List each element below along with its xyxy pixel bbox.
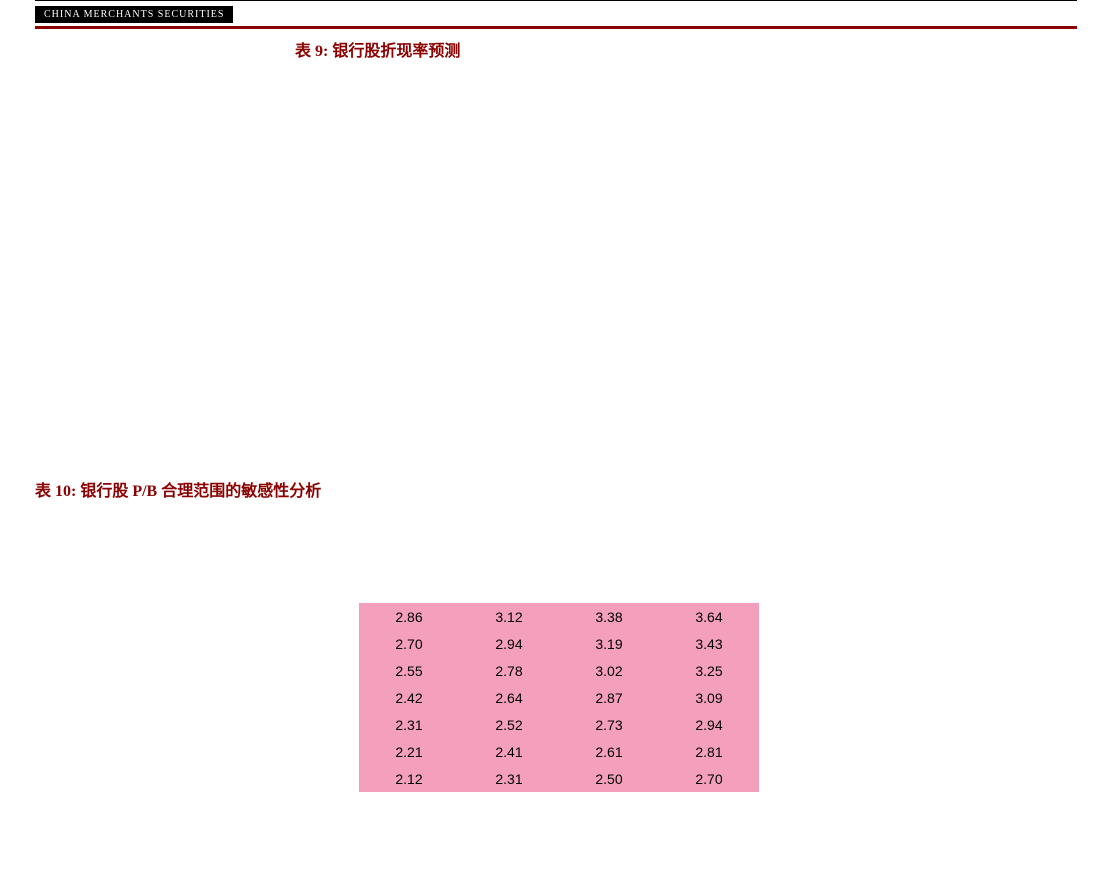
table-cell: 3.38: [559, 603, 659, 630]
table-cell: 2.70: [659, 765, 759, 792]
bottom-spacer: [35, 792, 1077, 857]
table-cell: 3.09: [659, 684, 759, 711]
table-cell: 2.70: [359, 630, 459, 657]
table-cell: 3.12: [459, 603, 559, 630]
table-cell: 2.12: [359, 765, 459, 792]
table9-title: 表 9: 银行股折现率预测: [295, 37, 1077, 61]
table-row: 2.552.783.023.25: [359, 657, 759, 684]
header-bar: CHINA MERCHANTS SECURITIES: [35, 0, 1077, 29]
table-cell: 2.41: [459, 738, 559, 765]
table-cell: 2.81: [659, 738, 759, 765]
table-cell: 2.42: [359, 684, 459, 711]
table-cell: 2.78: [459, 657, 559, 684]
table-cell: 2.94: [459, 630, 559, 657]
table-row: 2.422.642.873.09: [359, 684, 759, 711]
table-cell: 3.25: [659, 657, 759, 684]
table-cell: 3.02: [559, 657, 659, 684]
table-cell: 2.86: [359, 603, 459, 630]
table-cell: 2.61: [559, 738, 659, 765]
table-cell: 2.50: [559, 765, 659, 792]
table-cell: 2.55: [359, 657, 459, 684]
table-cell: 2.31: [459, 765, 559, 792]
table-cell: 2.87: [559, 684, 659, 711]
table-cell: 2.52: [459, 711, 559, 738]
table-row: 2.122.312.502.70: [359, 765, 759, 792]
table-cell: 2.31: [359, 711, 459, 738]
table10-header-placeholder: [35, 511, 1077, 603]
table-row: 2.863.123.383.64: [359, 603, 759, 630]
table10-title: 表 10: 银行股 P/B 合理范围的敏感性分析: [35, 477, 1077, 501]
table-cell: 3.43: [659, 630, 759, 657]
table9-body-placeholder: [35, 71, 1077, 471]
table-row: 2.702.943.193.43: [359, 630, 759, 657]
table-cell: 2.21: [359, 738, 459, 765]
table-cell: 3.64: [659, 603, 759, 630]
table-cell: 2.64: [459, 684, 559, 711]
table-row: 2.212.412.612.81: [359, 738, 759, 765]
sensitivity-table: 2.863.123.383.642.702.943.193.432.552.78…: [359, 603, 759, 792]
header-logo: CHINA MERCHANTS SECURITIES: [35, 6, 233, 23]
table-cell: 2.73: [559, 711, 659, 738]
table-row: 2.312.522.732.94: [359, 711, 759, 738]
table-cell: 2.94: [659, 711, 759, 738]
table-cell: 3.19: [559, 630, 659, 657]
